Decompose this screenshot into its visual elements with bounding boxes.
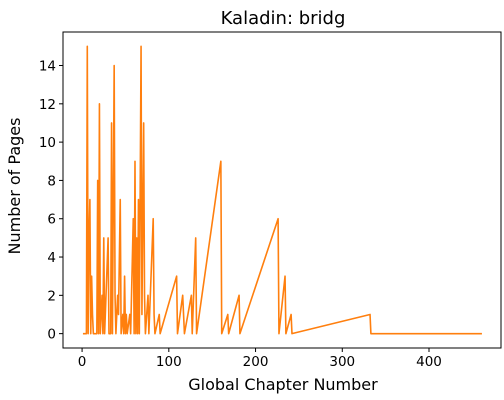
y-axis-ticks: 0 2 4 6 8 10 12 14	[39, 59, 63, 343]
x-axis-ticks: 0 100 200 300 400	[78, 348, 442, 370]
x-tick-label: 0	[78, 354, 87, 370]
series-line	[83, 46, 482, 333]
x-tick-label: 100	[156, 354, 182, 370]
y-tick-label: 6	[47, 212, 56, 228]
y-tick-label: 2	[47, 288, 56, 304]
y-tick-label: 14	[39, 59, 56, 75]
plot-area	[63, 32, 501, 348]
x-tick-label: 300	[329, 354, 355, 370]
x-tick-label: 200	[243, 354, 269, 370]
x-tick-label: 400	[416, 354, 442, 370]
y-tick-label: 4	[47, 250, 56, 266]
y-axis-label: Number of Pages	[5, 118, 24, 255]
y-tick-label: 10	[39, 135, 56, 151]
x-axis-label: Global Chapter Number	[188, 375, 378, 394]
y-tick-label: 0	[47, 327, 56, 343]
y-tick-label: 12	[39, 97, 56, 113]
chart-title: Kaladin: bridg	[221, 8, 346, 29]
y-tick-label: 8	[47, 173, 56, 189]
